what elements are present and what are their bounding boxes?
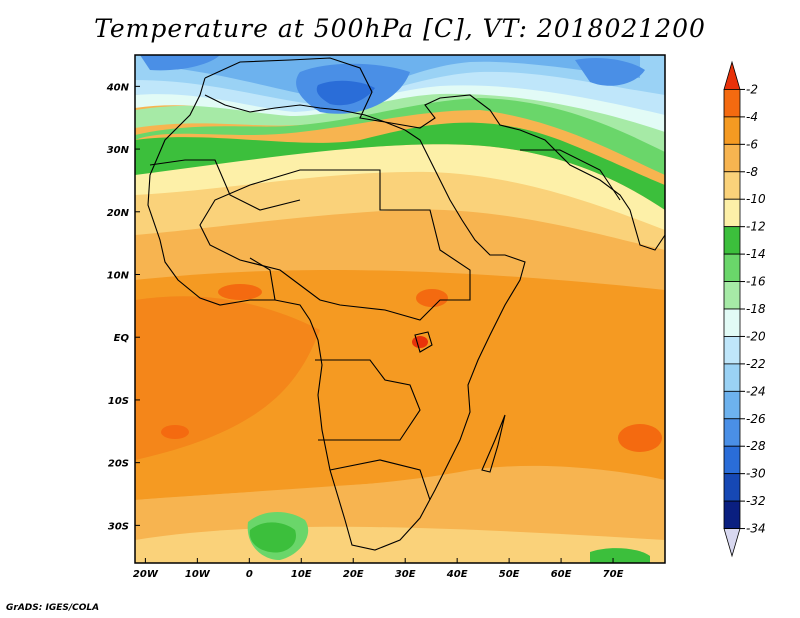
colorbar-segment <box>723 60 741 90</box>
colorbar-level-label: -24 <box>746 384 766 398</box>
colorbar-level-label: -22 <box>746 357 766 371</box>
coastlines <box>147 57 665 551</box>
lon-tick-label: 20W <box>133 569 159 580</box>
colorbar-level-label: -2 <box>746 82 758 96</box>
lon-tick-label: 20E <box>343 569 364 580</box>
colorbar-segment <box>723 336 741 365</box>
lat-tick-label: 20N <box>107 208 130 219</box>
credit-label: GrADS: IGES/COLA <box>6 603 100 613</box>
colorbar-level-label: -10 <box>746 192 766 206</box>
lon-tick-label: 0 <box>246 569 253 580</box>
colorbar-segment <box>723 281 741 310</box>
colorbar-segment <box>723 445 741 475</box>
colorbar-segment <box>723 198 741 228</box>
colorbar-segment <box>723 89 741 118</box>
colorbar: -2 -4 -6 -8 -10 -12 -14 -16 -18 -20 -22 -24 -26 -28 -3… <box>723 60 766 558</box>
colorbar-segment <box>723 226 741 255</box>
colorbar-level-label: -28 <box>746 439 766 453</box>
colorbar-segment <box>723 418 741 447</box>
colorbar-level-label: -26 <box>746 412 766 426</box>
lon-tick-label: 40E <box>446 569 468 580</box>
colorbar-level-label: -8 <box>746 165 758 179</box>
colorbar-level-label: -30 <box>746 467 766 481</box>
lat-tick-label: 10S <box>108 396 129 407</box>
map-frame <box>134 54 666 564</box>
lat-tick-label: 20S <box>108 459 129 470</box>
lat-tick-label: EQ <box>114 333 130 344</box>
colorbar-level-label: -32 <box>746 494 766 508</box>
colorbar-level-label: -6 <box>746 137 758 151</box>
colorbar-segment <box>723 473 741 502</box>
colorbar-level-label: -16 <box>746 275 766 289</box>
lon-tick-label: 50E <box>499 569 520 580</box>
colorbar-level-label: -4 <box>746 110 758 124</box>
colorbar-level-label: -14 <box>746 247 766 261</box>
colorbar-level-label: -34 <box>746 522 766 536</box>
lon-tick-label: 30E <box>395 569 416 580</box>
temperature-field <box>135 55 665 563</box>
colorbar-segment <box>723 116 741 145</box>
colorbar-segment <box>723 143 741 173</box>
lon-tick-label: 10W <box>185 569 211 580</box>
colorbar-level-label: -20 <box>746 329 766 343</box>
colorbar-segment <box>723 363 741 392</box>
colorbar-level-label: -18 <box>746 302 766 316</box>
colorbar-segment <box>723 500 741 529</box>
axis-ticks: 20W 10W 0 10E 20E 30E 40E 50E 60E 70E 40N 30N 20N 10N… <box>106 82 624 580</box>
colorbar-segment <box>723 390 741 420</box>
lat-tick-label: 30S <box>108 521 129 532</box>
colorbar-segment <box>723 171 741 200</box>
lon-tick-label: 60E <box>551 569 572 580</box>
lat-tick-label: 40N <box>106 82 130 93</box>
colorbar-level-label: -12 <box>746 220 766 234</box>
colorbar-segment <box>723 253 741 282</box>
lat-tick-label: 30N <box>107 145 130 156</box>
lat-tick-label: 10N <box>107 271 130 282</box>
chart-title: Temperature at 500hPa [C], VT: 201802120… <box>94 14 706 43</box>
lon-tick-label: 70E <box>603 569 624 580</box>
lon-tick-label: 10E <box>291 569 312 580</box>
colorbar-segment <box>723 528 741 558</box>
colorbar-segment <box>723 308 741 337</box>
